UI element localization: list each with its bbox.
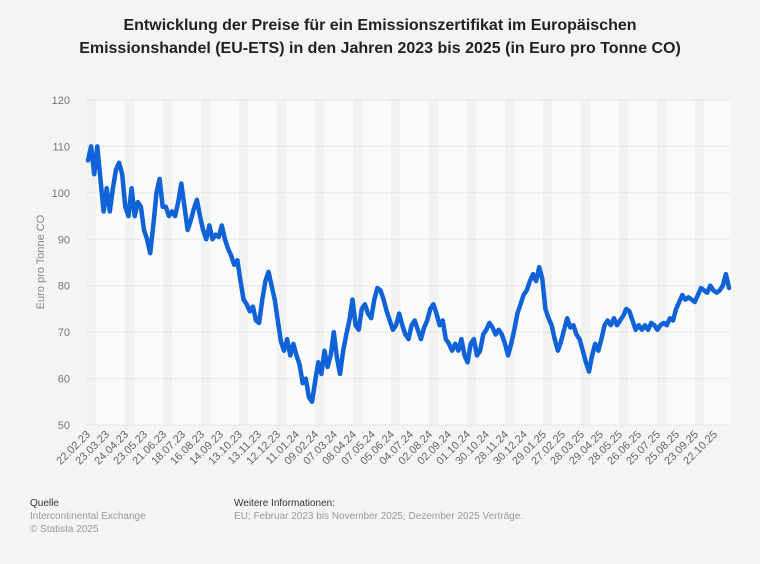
source-heading: Quelle bbox=[30, 498, 59, 509]
band bbox=[124, 100, 135, 425]
plot-area bbox=[87, 100, 731, 425]
y-tick-label: 110 bbox=[52, 141, 70, 153]
band bbox=[542, 100, 553, 425]
band bbox=[276, 100, 287, 425]
source-block: Quelle Intercontinental Exchange © Stati… bbox=[30, 497, 146, 536]
chart-title: Entwicklung der Preise für ein Emissions… bbox=[79, 17, 681, 57]
band bbox=[238, 100, 249, 425]
band bbox=[618, 100, 629, 425]
series-line bbox=[85, 144, 732, 405]
info-block: Weitere Informationen: EU; Februar 2023 … bbox=[234, 497, 523, 523]
band bbox=[162, 100, 173, 425]
band bbox=[200, 100, 211, 425]
y-tick-label: 80 bbox=[58, 281, 70, 293]
info-heading: Weitere Informationen: bbox=[234, 498, 335, 509]
band bbox=[428, 100, 439, 425]
band bbox=[694, 100, 705, 425]
band bbox=[390, 100, 401, 425]
band bbox=[504, 100, 515, 425]
copyright: © Statista 2025 bbox=[30, 524, 99, 535]
y-tick-label: 50 bbox=[58, 420, 70, 432]
band bbox=[466, 100, 477, 425]
y-tick-label: 70 bbox=[58, 327, 70, 339]
band bbox=[656, 100, 667, 425]
y-tick-label: 100 bbox=[52, 188, 70, 200]
background-bands bbox=[87, 100, 731, 425]
y-tick-label: 90 bbox=[58, 234, 70, 246]
y-axis-ticks: 120 110 100 90 80 70 60 50 bbox=[52, 95, 70, 432]
source-name[interactable]: Intercontinental Exchange bbox=[30, 511, 146, 522]
info-text: EU; Februar 2023 bis November 2025; Deze… bbox=[234, 511, 524, 522]
x-axis-ticks: 22.02.2323.03.2324.04.2323.05.2321.06.23… bbox=[54, 429, 720, 468]
line-chart: 120 110 100 90 80 70 60 50 22.02.2323.03.2324.0… bbox=[35, 95, 732, 468]
gridlines bbox=[87, 99, 731, 426]
band bbox=[87, 100, 97, 425]
y-axis-label: Euro pro Tonne CO bbox=[35, 214, 47, 309]
band bbox=[352, 100, 363, 425]
band bbox=[580, 100, 591, 425]
band bbox=[314, 100, 325, 425]
y-tick-label: 120 bbox=[52, 95, 70, 107]
y-tick-label: 60 bbox=[58, 374, 70, 386]
